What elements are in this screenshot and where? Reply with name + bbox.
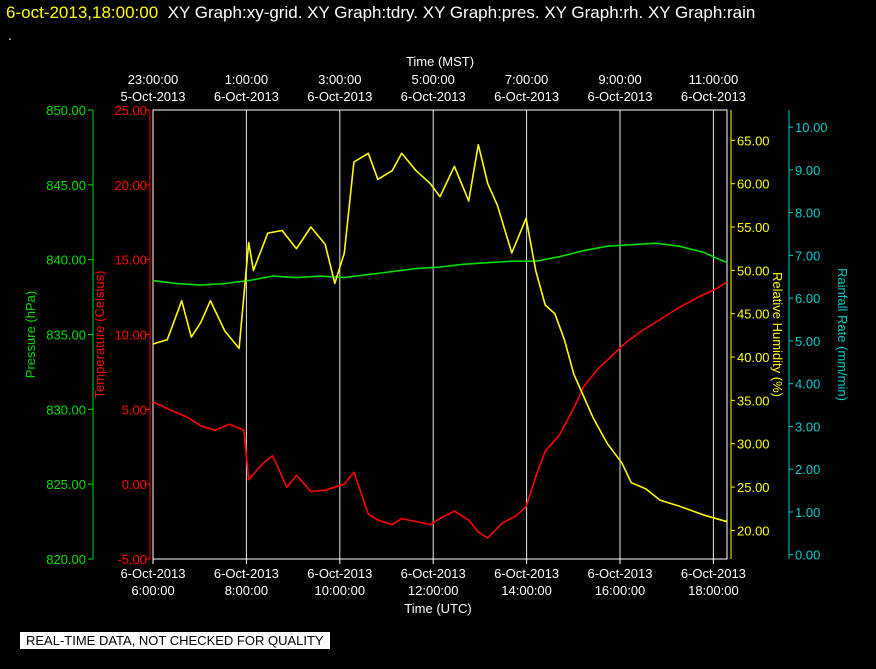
rain-tick-label: 4.00 (795, 377, 820, 392)
temperature-tick-label: 25.00 (114, 103, 147, 118)
rain-tick-label: 7.00 (795, 248, 820, 263)
humidity-tick-label: 60.00 (737, 177, 770, 192)
bottom-tick-time: 14:00:00 (501, 583, 552, 598)
bottom-tick-time: 8:00:00 (225, 583, 268, 598)
bottom-tick-time: 6:00:00 (131, 583, 174, 598)
bottom-tick-date: 6-Oct-2013 (401, 566, 466, 581)
top-tick-time: 5:00:00 (412, 72, 455, 87)
humidity-tick-label: 30.00 (737, 437, 770, 452)
temperature-axis-title: Temperature (Celsius) (92, 271, 107, 399)
rain-axis-title: Rainfall Rate (mm/min) (835, 268, 850, 401)
top-tick-date: 6-Oct-2013 (307, 89, 372, 104)
humidity-tick-label: 35.00 (737, 393, 770, 408)
temperature-tick-label: -5.00 (117, 552, 147, 567)
top-tick-date: 6-Oct-2013 (214, 89, 279, 104)
rain-tick-label: 6.00 (795, 291, 820, 306)
humidity-tick-label: 55.00 (737, 220, 770, 235)
pressure-tick-label: 835.00 (46, 328, 86, 343)
pressure-axis-title: Pressure (hPa) (23, 291, 38, 378)
bottom-axis-title: Time (UTC) (404, 601, 471, 616)
pressure-tick-label: 830.00 (46, 402, 86, 417)
pressure-tick-label: 845.00 (46, 178, 86, 193)
quality-disclaimer: REAL-TIME DATA, NOT CHECKED FOR QUALITY (20, 632, 330, 649)
top-axis-title: Time (MST) (406, 54, 474, 69)
humidity-series-line (152, 143, 728, 523)
temperature-tick-label: 15.00 (114, 253, 147, 268)
rain-tick-label: 0.00 (795, 548, 820, 563)
temperature-tick-label: 20.00 (114, 178, 147, 193)
humidity-axis-title: Relative Humidity (%) (770, 272, 785, 397)
temperature-tick-label: 0.00 (122, 477, 147, 492)
bottom-tick-time: 10:00:00 (314, 583, 365, 598)
bottom-tick-date: 6-Oct-2013 (120, 566, 185, 581)
humidity-tick-label: 50.00 (737, 263, 770, 278)
top-tick-date: 6-Oct-2013 (587, 89, 652, 104)
top-tick-date: 6-Oct-2013 (681, 89, 746, 104)
rain-tick-label: 10.00 (795, 120, 828, 135)
humidity-tick-label: 45.00 (737, 307, 770, 322)
bottom-tick-time: 16:00:00 (595, 583, 646, 598)
top-tick-time: 7:00:00 (505, 72, 548, 87)
header-bar: 6-oct-2013,18:00:00 XY Graph:xy-grid. XY… (6, 3, 755, 23)
rain-tick-label: 9.00 (795, 163, 820, 178)
bottom-tick-date: 6-Oct-2013 (214, 566, 279, 581)
top-tick-time: 11:00:00 (689, 72, 739, 87)
bottom-tick-date: 6-Oct-2013 (307, 566, 372, 581)
bottom-tick-time: 18:00:00 (688, 583, 739, 598)
rain-tick-label: 8.00 (795, 206, 820, 221)
plot-frame (152, 109, 728, 560)
rain-tick-label: 2.00 (795, 462, 820, 477)
header-panels: XY Graph:xy-grid. XY Graph:tdry. XY Grap… (167, 3, 756, 22)
pressure-tick-label: 850.00 (46, 103, 86, 118)
header-datetime: 6-oct-2013,18:00:00 (6, 3, 159, 22)
top-tick-date: 5-Oct-2013 (120, 89, 185, 104)
bottom-tick-date: 6-Oct-2013 (681, 566, 746, 581)
bottom-tick-time: 12:00:00 (408, 583, 459, 598)
humidity-tick-label: 20.00 (737, 523, 770, 538)
rain-tick-label: 5.00 (795, 334, 820, 349)
humidity-tick-label: 25.00 (737, 480, 770, 495)
bottom-tick-date: 6-Oct-2013 (494, 566, 559, 581)
top-tick-time: 23:00:00 (128, 72, 179, 87)
top-tick-time: 9:00:00 (598, 72, 641, 87)
rain-tick-label: 3.00 (795, 419, 820, 434)
pressure-series-line (152, 242, 728, 286)
temperature-tick-label: 5.00 (122, 402, 147, 417)
top-tick-time: 3:00:00 (318, 72, 361, 87)
top-tick-date: 6-Oct-2013 (494, 89, 559, 104)
temperature-series-line (152, 281, 728, 539)
pressure-tick-label: 825.00 (46, 477, 86, 492)
temperature-tick-label: 10.00 (114, 328, 147, 343)
top-tick-date: 6-Oct-2013 (401, 89, 466, 104)
humidity-tick-label: 65.00 (737, 133, 770, 148)
pressure-tick-label: 820.00 (46, 552, 86, 567)
humidity-tick-label: 40.00 (737, 350, 770, 365)
top-tick-time: 1:00:00 (225, 72, 268, 87)
pressure-tick-label: 840.00 (46, 253, 86, 268)
bottom-tick-date: 6-Oct-2013 (587, 566, 652, 581)
header-dot: . (8, 27, 12, 43)
rain-tick-label: 1.00 (795, 505, 820, 520)
